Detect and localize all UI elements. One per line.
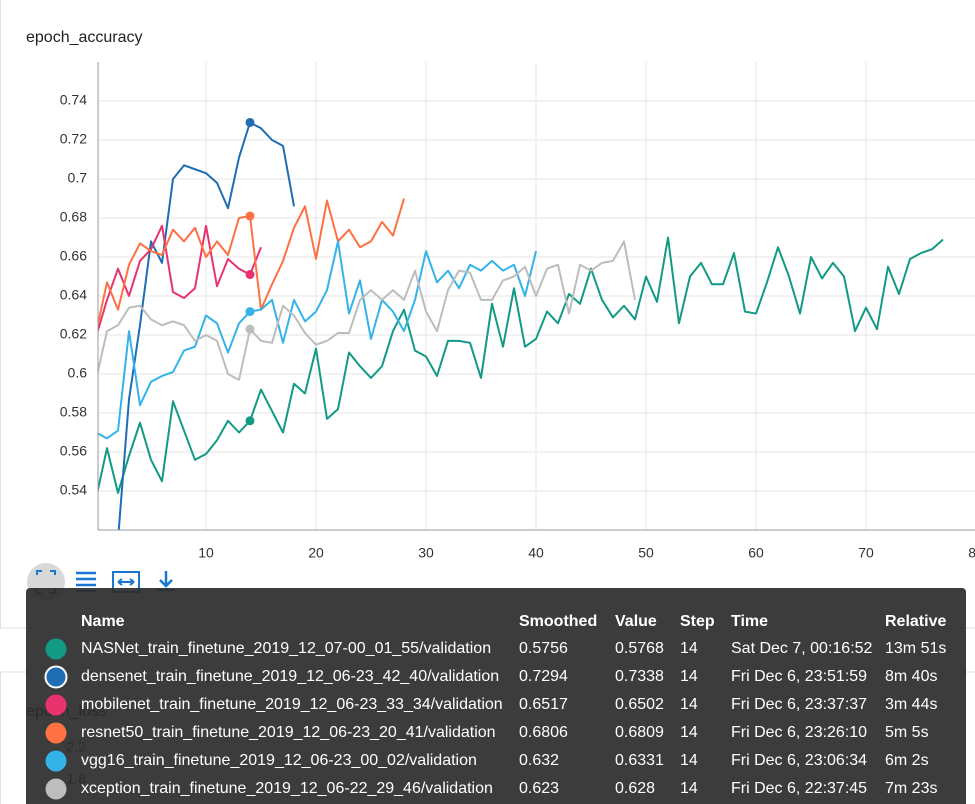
hover-point <box>245 270 255 280</box>
tooltip-header: Relative <box>885 613 946 630</box>
y-tick-label: 0.72 <box>60 131 87 147</box>
tooltip-cell: Sat Dec 7, 00:16:52 <box>731 640 873 657</box>
tooltip-cell: 14 <box>680 780 698 797</box>
hover-point <box>245 117 255 127</box>
y-tick-label: 0.58 <box>60 404 87 420</box>
tooltip-header: Value <box>615 613 657 630</box>
tooltip-cell: 0.623 <box>519 780 559 797</box>
tooltip-cell: 0.5768 <box>615 640 664 657</box>
hover-point <box>245 416 255 426</box>
tooltip-cell: 0.6502 <box>615 696 664 713</box>
x-tick-label: 70 <box>858 545 874 561</box>
tooltip-header: Name <box>81 613 125 630</box>
series-line <box>98 224 262 334</box>
y-tick-label: 0.7 <box>68 170 88 186</box>
tooltip-name: resnet50_train_finetune_2019_12_06-23_20… <box>81 724 496 741</box>
tooltip-cell: 0.6809 <box>615 724 664 741</box>
tooltip-cell: 3m 44s <box>885 696 937 713</box>
series-swatch <box>45 778 67 800</box>
x-tick-label: 40 <box>528 545 544 561</box>
tooltip-name: mobilenet_train_finetune_2019_12_06-23_3… <box>81 696 503 713</box>
x-tick-label: 50 <box>638 545 654 561</box>
tooltip-cell: 0.6331 <box>615 752 664 769</box>
chart-title: epoch_accuracy <box>26 29 143 46</box>
fit-domain-icon <box>117 578 135 586</box>
tooltip <box>26 588 966 804</box>
hover-point <box>245 211 255 221</box>
grid: 0.54 0.56 0.58 0.6 0.62 0.64 0.66 0.68 0.7 0.72 0.… <box>60 62 975 561</box>
tooltip-cell: 14 <box>680 696 698 713</box>
y-tick-label: 0.64 <box>60 287 87 303</box>
y-tick-label: 0.66 <box>60 248 87 264</box>
tooltip-cell: Fri Dec 6, 23:51:59 <box>731 668 867 685</box>
fullscreen-icon <box>36 570 56 594</box>
tooltip-cell: 14 <box>680 640 698 657</box>
series-swatch <box>45 750 67 772</box>
series-swatch <box>45 722 67 744</box>
tooltip-name: vgg16_train_finetune_2019_12_06-23_00_02… <box>81 752 477 769</box>
series-line <box>98 240 636 381</box>
tooltip-cell: 14 <box>680 724 698 741</box>
tooltip-cell: 8m 40s <box>885 668 937 685</box>
accuracy-card <box>0 0 975 629</box>
series-swatch <box>45 694 67 716</box>
tooltip-cell: 0.7294 <box>519 668 568 685</box>
x-tick-label: 30 <box>418 545 434 561</box>
y-tick-label: 0.68 <box>60 209 87 225</box>
tooltip-cell: 0.6517 <box>519 696 568 713</box>
tooltip-cell: Fri Dec 6, 23:26:10 <box>731 724 867 741</box>
tooltip-cell: Fri Dec 6, 22:37:45 <box>731 780 867 797</box>
series-swatch <box>45 638 67 660</box>
plot <box>98 117 944 530</box>
x-tick-label: 10 <box>198 545 214 561</box>
series-line <box>117 121 295 530</box>
tooltip-name: densenet_train_finetune_2019_12_06-23_42… <box>81 668 499 685</box>
x-tick-label: 20 <box>308 545 324 561</box>
series-swatch <box>44 665 68 689</box>
y-tick-label: 0.62 <box>60 326 87 342</box>
x-tick-label: 80 <box>968 545 975 561</box>
tooltip-cell: 14 <box>680 668 698 685</box>
tooltip-name: NASNet_train_finetune_2019_12_07-00_01_5… <box>81 640 491 657</box>
tooltip-cell: 0.7338 <box>615 668 664 685</box>
tooltip-cell: 7m 23s <box>885 780 937 797</box>
series-line <box>98 236 944 495</box>
tooltip-name: xception_train_finetune_2019_12_06-22_29… <box>81 780 493 797</box>
tooltip-header: Step <box>680 613 715 630</box>
y-tick-label: 0.54 <box>60 482 87 498</box>
y-tick-label: 0.6 <box>68 365 88 381</box>
log-scale-button[interactable] <box>76 571 96 593</box>
tooltip-cell: Fri Dec 6, 23:37:37 <box>731 696 867 713</box>
tooltip-cell: 0.5756 <box>519 640 568 657</box>
tooltip-cell: 6m 2s <box>885 752 929 769</box>
tooltip-cell: 13m 51s <box>885 640 946 657</box>
hover-point <box>245 324 255 334</box>
y-tick-label: 0.56 <box>60 443 87 459</box>
tooltip-cell: 5m 5s <box>885 724 929 741</box>
tooltip-header: Time <box>731 613 768 630</box>
series-line <box>98 240 537 440</box>
tooltip-cell: 14 <box>680 752 698 769</box>
y-tick-label: 0.74 <box>60 92 87 108</box>
tooltip-cell: 0.632 <box>519 752 559 769</box>
tooltip-header: Smoothed <box>519 613 597 630</box>
x-tick-label: 60 <box>748 545 764 561</box>
tooltip-cell: 0.6806 <box>519 724 568 741</box>
tooltip-table: Name Smoothed Value Step Time Relative NASNet_… <box>44 613 946 800</box>
tooltip-cell: 0.628 <box>615 780 655 797</box>
tooltip-cell: Fri Dec 6, 23:06:34 <box>731 752 867 769</box>
hover-point <box>245 307 255 317</box>
